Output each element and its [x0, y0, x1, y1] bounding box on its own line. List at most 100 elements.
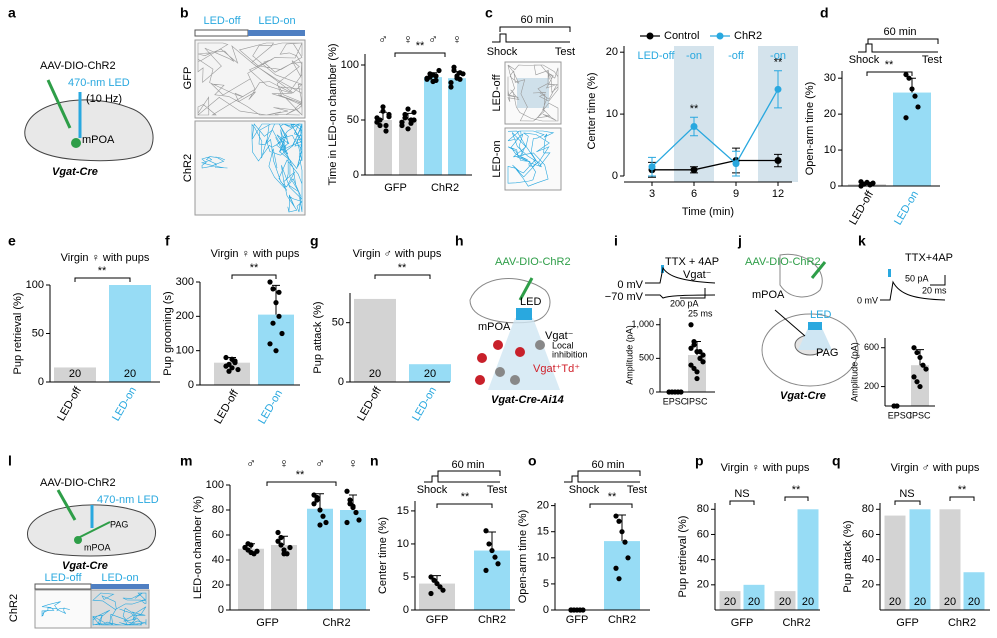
shock-label: Shock	[417, 484, 448, 496]
y-axis-label: Center time (%)	[377, 517, 389, 594]
y-axis-label: Center time (%)	[586, 72, 598, 149]
led	[808, 322, 822, 330]
n-label: 20	[69, 368, 81, 380]
test-label: Test	[487, 484, 507, 496]
data-point	[275, 538, 281, 544]
n-label: 20	[424, 368, 436, 380]
n-label: 20	[889, 596, 901, 608]
timer-label: 60 min	[883, 26, 916, 38]
timer-bracket	[437, 470, 501, 476]
data-point	[732, 160, 740, 168]
y-tick-label: 10	[397, 538, 409, 550]
row-label: LED-on	[491, 140, 503, 177]
bracket	[784, 496, 809, 501]
data-point	[457, 70, 463, 76]
data-point	[920, 362, 926, 368]
data-point	[914, 349, 920, 356]
chart-title: Virgin ♀ with pups	[211, 248, 300, 260]
panel-j-diagram: AAV-DIO-ChR2 mPOA LED PAG Vgat-Cre	[745, 253, 859, 402]
bracket	[589, 503, 633, 508]
data-point	[380, 104, 386, 110]
category-label: LED-off	[355, 384, 384, 423]
bar	[238, 548, 264, 610]
timer-bracket	[577, 470, 641, 476]
timer-label: 60 min	[591, 459, 624, 471]
bar	[374, 120, 392, 175]
y-tick-label: 0	[612, 170, 618, 182]
data-point	[690, 166, 698, 174]
data-point	[405, 126, 411, 132]
significance: **	[774, 57, 783, 69]
bracket	[374, 274, 431, 279]
data-point	[448, 80, 454, 86]
category-label: ♂	[428, 31, 438, 46]
data-point	[275, 529, 281, 536]
data-point	[694, 375, 700, 382]
x-tick-label: 6	[691, 188, 697, 200]
data-point	[267, 341, 273, 347]
data-point	[232, 360, 238, 366]
y-tick-label: 100	[341, 59, 359, 71]
stim-band	[674, 46, 714, 182]
data-point	[226, 368, 232, 374]
data-point	[906, 75, 912, 81]
off-bar	[34, 583, 92, 590]
y-tick-label: 20	[697, 579, 709, 591]
arena	[194, 120, 306, 216]
y-axis-label: Time in LED-on chamber (%)	[327, 43, 339, 185]
data-point	[353, 509, 359, 516]
data-point	[915, 104, 921, 110]
led	[516, 308, 532, 320]
category-label: ChR2	[608, 614, 636, 626]
data-point	[690, 122, 698, 130]
y-tick-label: 5	[543, 578, 549, 590]
led-label: LED	[520, 296, 541, 308]
data-point	[774, 85, 782, 93]
timeline	[492, 33, 570, 43]
data-point	[254, 548, 260, 554]
bar	[719, 591, 741, 610]
y-axis-label: Pup attack (%)	[842, 520, 854, 592]
cell	[535, 340, 545, 350]
category-label: GFP	[426, 614, 449, 626]
data-point	[858, 179, 864, 185]
legend-marker	[646, 32, 654, 40]
significance: **	[98, 265, 107, 277]
region-label: mPOA	[478, 321, 511, 333]
virus-label: AAV-DIO-ChR2	[745, 256, 821, 268]
chart-title: Virgin ♀ with pups	[721, 462, 810, 474]
panel-i-traces: TTX + 4AP Vgat⁻ 0 mV −70 mV 200 pA 25 ms	[605, 256, 719, 318]
led-label: 470-nm LED	[68, 77, 130, 89]
data-point	[691, 365, 697, 372]
bar	[54, 367, 96, 382]
panel-label: c	[485, 5, 493, 21]
category-label: ChR2	[478, 614, 506, 626]
data-point	[276, 313, 282, 319]
category-label: ♀	[452, 31, 462, 46]
cell	[495, 367, 505, 377]
y-tick-label: 0	[338, 376, 344, 388]
bar	[743, 584, 765, 610]
y-axis-label: Amplitude (pA)	[849, 342, 859, 402]
x-tick-label: 9	[733, 188, 739, 200]
category-label: LED-on	[892, 189, 921, 227]
y-tick-label: 0	[38, 376, 44, 388]
y-tick-label: 60	[212, 529, 224, 541]
led-label: 470-nm LED	[97, 494, 159, 506]
data-point	[242, 544, 248, 551]
region-label: mPOA	[82, 134, 115, 146]
shock-label: Shock	[569, 484, 600, 496]
data-point	[311, 501, 317, 507]
chart-title: Virgin ♂ with pups	[891, 462, 980, 474]
band-label: -on	[686, 50, 702, 62]
target-label: PAG	[816, 347, 838, 359]
on-bar	[248, 30, 305, 36]
data-point	[317, 522, 323, 528]
group-label: ChR2	[431, 182, 459, 194]
data-point	[377, 122, 383, 129]
data-point	[622, 539, 628, 545]
category-label: ♀	[403, 31, 413, 46]
y-tick-label: 500	[639, 353, 654, 363]
data-point	[430, 72, 436, 78]
bracket	[231, 274, 277, 279]
